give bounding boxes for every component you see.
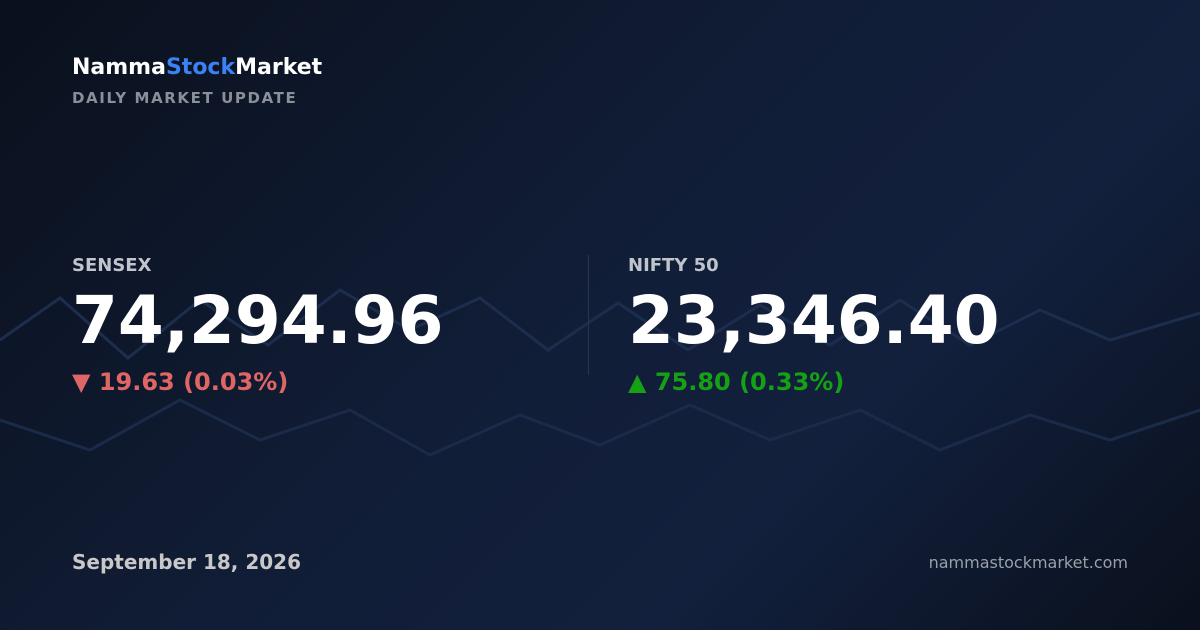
index-value: 74,294.96 bbox=[72, 282, 444, 359]
brand: NammaStockMarket bbox=[72, 55, 322, 80]
brand-accent: Stock bbox=[165, 55, 236, 80]
bg-line bbox=[0, 398, 1200, 457]
index-value: 23,346.40 bbox=[628, 282, 1000, 359]
tagline: DAILY MARKET UPDATE bbox=[72, 89, 298, 107]
index-block: NIFTY 50 23,346.40 ▲ 75.80 (0.33%) bbox=[628, 255, 1000, 396]
index-name: SENSEX bbox=[72, 255, 152, 276]
brand-part: Namma bbox=[72, 55, 166, 80]
index-change: ▼ 19.63 (0.03%) bbox=[72, 368, 289, 396]
site-url: nammastockmarket.com bbox=[928, 553, 1128, 572]
index-name: NIFTY 50 bbox=[628, 255, 719, 276]
bg-line bbox=[0, 288, 1200, 360]
divider bbox=[588, 255, 589, 375]
date: September 18, 2026 bbox=[72, 550, 302, 574]
index-change: ▲ 75.80 (0.33%) bbox=[628, 368, 845, 396]
brand-part: Market bbox=[235, 55, 323, 80]
index-block: SENSEX 74,294.96 ▼ 19.63 (0.03%) bbox=[72, 255, 444, 396]
